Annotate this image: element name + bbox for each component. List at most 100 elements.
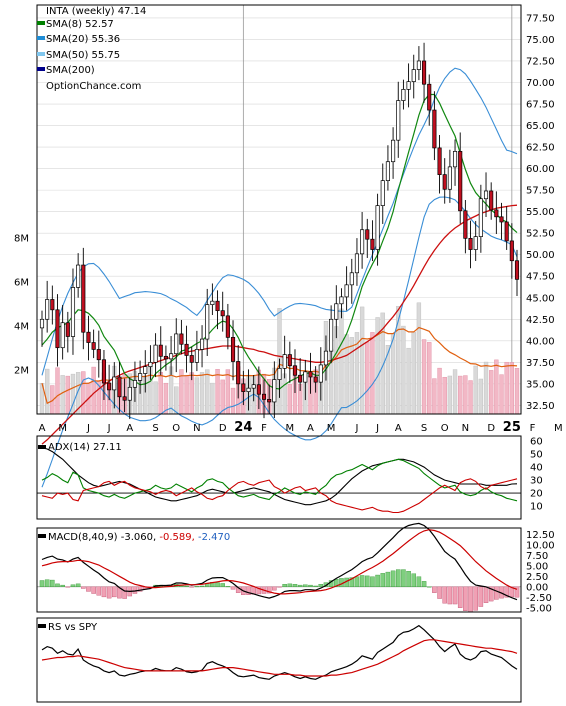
volume-y-ticks: 8M 6M 4M 2M [14,234,29,377]
macd-histogram-bar [365,575,370,588]
candle-body [200,338,205,350]
macd-histogram-bar [235,586,241,593]
macd-y-tick-label: 12.50 [526,530,555,541]
candle-body [437,147,442,175]
macd-histogram-bar [215,582,220,587]
volume-y-tick-label: 4M [14,322,29,333]
rs-frame [36,617,522,703]
volume-bar [514,368,520,415]
macd-histogram-bar [112,586,117,598]
volume-bar [432,378,437,415]
macd-histogram-bar [494,586,499,600]
candle-body [292,365,298,376]
candle-body [323,350,329,366]
x-axis-label: A [126,423,133,434]
macd-histogram-bar [457,586,463,608]
adx-y-tick-label: 10 [530,502,543,513]
candle-body [396,100,401,141]
candle-body [483,190,489,200]
volume-y-tick-label: 2M [14,366,29,377]
candle-body [50,299,55,311]
candle-body [272,379,277,403]
macd-y-tick-label: 5.00 [526,561,548,572]
volume-bar [390,333,396,415]
macd-histogram-bar [266,586,272,594]
price-legend: INTA (weekly) 47.14 SMA(8) 52.57 SMA(20)… [37,6,146,92]
macd-histogram-bar [101,586,107,598]
adx-legend: ADX(14) 27.11 [48,442,122,453]
legend-swatch-sma8 [37,21,45,25]
adx-y-tick-label: 20 [530,489,543,500]
candle-body [96,349,101,361]
volume-bar [406,347,411,415]
sma50-line [41,204,518,445]
candle-body [370,238,375,250]
candle-body [148,361,153,367]
candle-body [81,264,86,333]
volume-bar [158,372,163,415]
lower-band-line [41,196,518,488]
volume-bar [478,378,484,415]
volume-bar [153,381,158,415]
volume-bar [452,369,458,415]
macd-signal-line [41,529,518,595]
x-axis-label: A [395,423,402,434]
volume-bar [210,382,215,415]
macd-histogram-bar [194,586,200,588]
legend-sma20: SMA(20) 55.36 [46,34,120,45]
volume-bar [199,372,205,415]
price-y-tick-label: 47.50 [526,272,555,283]
legend-sma8: SMA(8) 52.57 [46,19,114,30]
candle-body [401,89,406,101]
volume-y-tick-label: 8M [14,234,29,245]
macd-histogram-bar [272,586,277,591]
x-axis-label: M [286,423,295,434]
candle-body [329,318,334,352]
macd-histogram-bar [308,584,313,587]
x-axis-label: M [58,423,67,434]
candle-body [55,309,60,349]
macd-legend-signal: -0.589, [159,532,194,543]
rs-lines [41,624,518,680]
macd-y-tick-label: 0.00 [526,582,548,593]
candle-body [158,344,163,357]
chart-title: INTA (weekly) 47.14 [46,6,146,17]
macd-histogram-bar [334,579,339,587]
volume-bar [184,374,189,415]
volume-bar [489,370,494,415]
candle-body [427,83,432,111]
candle-body [473,236,478,250]
macd-histogram-bar [483,586,489,603]
volume-bar [421,339,427,415]
x-axis-label: O [172,423,180,434]
macd-histogram-bar [421,581,427,588]
volume-bar [81,371,86,415]
macd-histogram-bar [86,586,91,592]
macd-histogram-bar [81,586,86,589]
adx-legend-swatch [38,445,46,449]
x-axis-label: A [39,423,46,434]
macd-histogram-bar [137,586,143,592]
volume-bar [230,387,236,415]
macd-histogram-bar [380,573,386,587]
candle-body [308,371,313,378]
candle-body [163,355,168,360]
macd-histogram-bar [488,586,494,602]
price-y-tick-label: 75.00 [526,35,555,46]
macd-histogram-bar [184,585,189,588]
volume-bar [494,359,499,415]
candle-body [60,322,65,349]
macd-histogram-bar [292,584,298,588]
candle-body [375,205,380,250]
candle-body [267,399,272,403]
volume-bar [65,375,70,415]
volume-bar [468,380,473,415]
candle-body [132,380,137,388]
candle-body [210,300,215,305]
candle-body [76,264,81,288]
volume-bar [416,302,422,415]
x-axis-label: 24 [234,420,252,435]
volume-bar [509,362,514,415]
candle-body [205,304,210,340]
volume-bar [401,325,406,415]
